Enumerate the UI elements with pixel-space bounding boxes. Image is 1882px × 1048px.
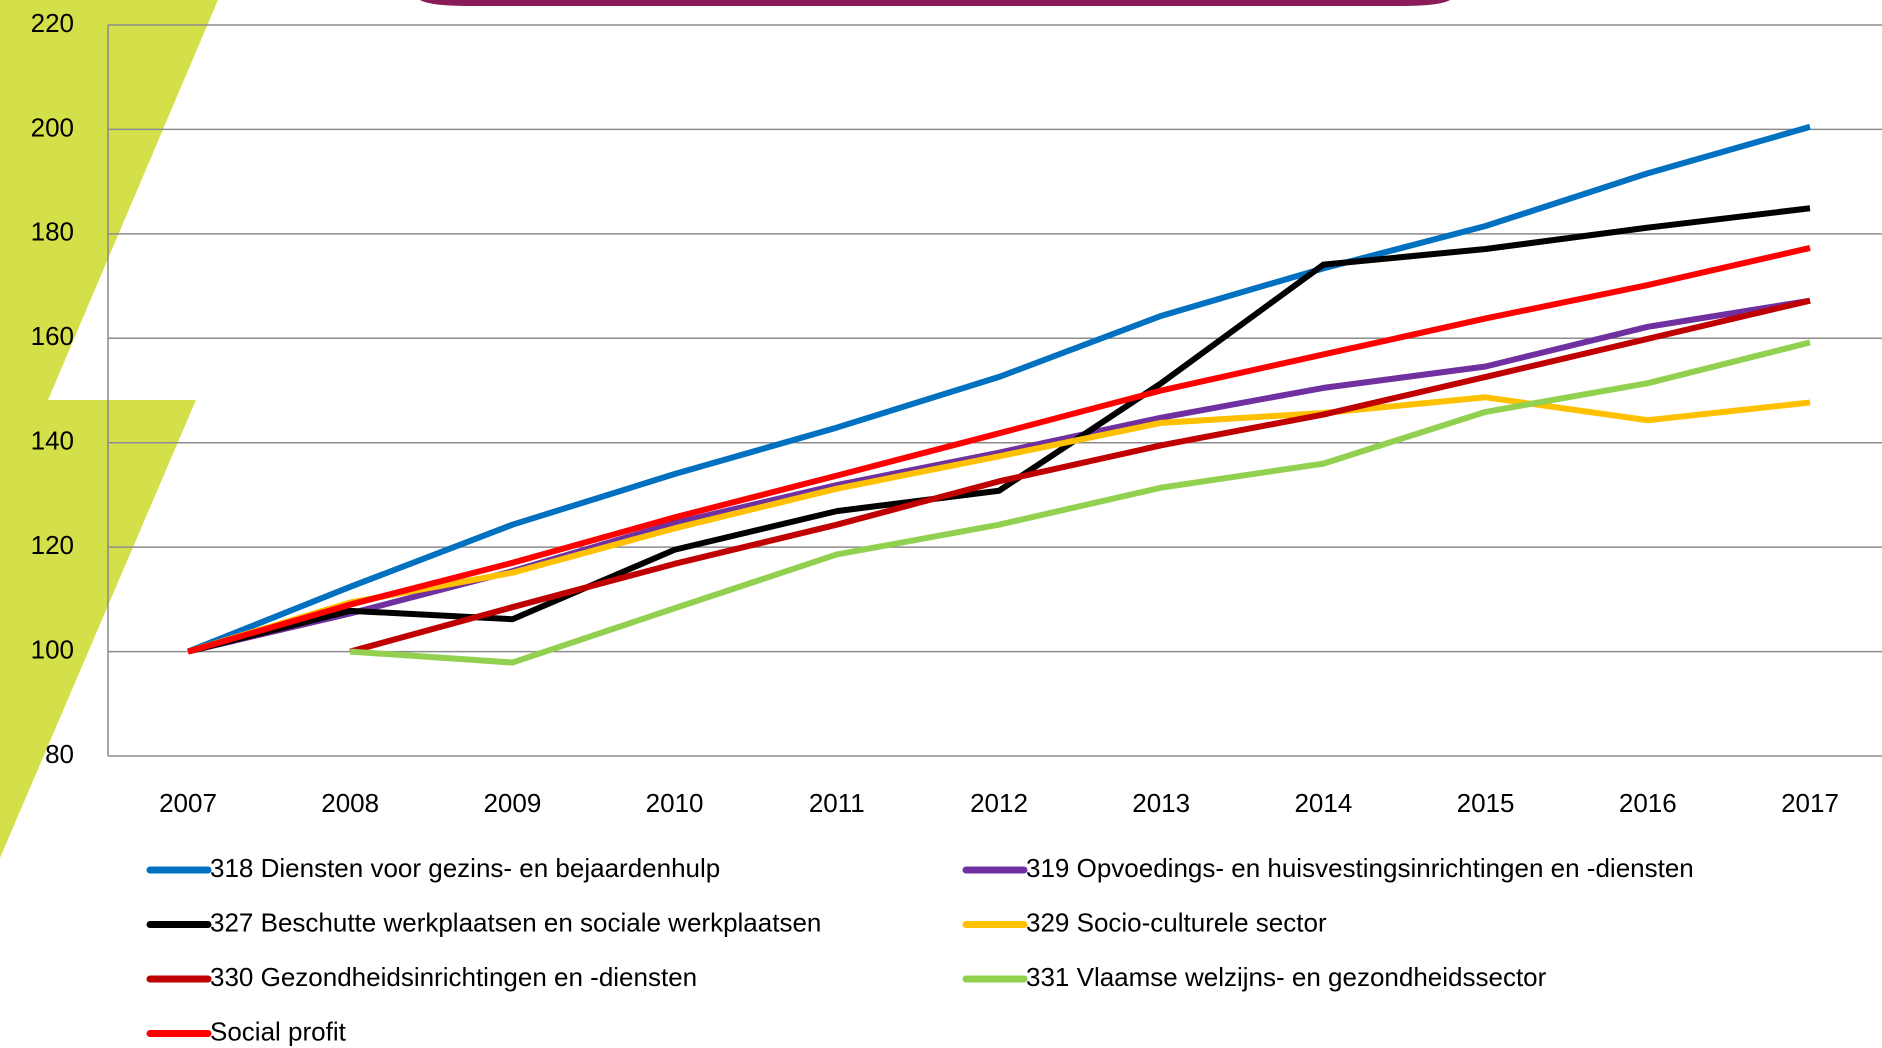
- x-tick-label: 2017: [1781, 788, 1839, 818]
- x-tick-label: 2015: [1457, 788, 1515, 818]
- x-tick-label: 2014: [1294, 788, 1352, 818]
- legend-label: 331 Vlaamse welzijns- en gezondheidssect…: [1026, 962, 1547, 992]
- legend-label: 319 Opvoedings- en huisvestingsinrichtin…: [1026, 853, 1694, 883]
- chart: 80 100 120 140 160 180 200 220 2007 2008 2009 2010 2…: [0, 0, 1882, 1048]
- y-tick-label: 100: [31, 634, 74, 664]
- legend-label: 327 Beschutte werkplaatsen en sociale we…: [210, 907, 821, 937]
- series-line: [188, 301, 1810, 652]
- y-tick-label: 160: [31, 321, 74, 351]
- x-tick-label: 2013: [1132, 788, 1190, 818]
- decor-banner: [420, 0, 1450, 6]
- x-tick-label: 2010: [646, 788, 704, 818]
- x-tick-label: 2011: [809, 788, 865, 818]
- series-line: [188, 127, 1810, 652]
- x-tick-label: 2007: [159, 788, 217, 818]
- y-tick-label: 80: [45, 739, 74, 769]
- x-tick-label: 2008: [321, 788, 379, 818]
- legend-label: Social profit: [210, 1016, 347, 1046]
- y-tick-label: 180: [31, 217, 74, 247]
- legend-label: 330 Gezondheidsinrichtingen en -diensten: [210, 962, 697, 992]
- y-tick-label: 120: [31, 530, 74, 560]
- y-tick-label: 200: [31, 112, 74, 142]
- series-line: [350, 342, 1810, 662]
- series-line: [350, 301, 1810, 652]
- y-tick-label: 140: [31, 426, 74, 456]
- legend-label: 329 Socio-culturele sector: [1026, 907, 1327, 937]
- x-tick-label: 2016: [1619, 788, 1677, 818]
- y-tick-label: 220: [31, 8, 74, 38]
- legend-label: 318 Diensten voor gezins- en bejaardenhu…: [210, 853, 720, 883]
- x-tick-label: 2012: [970, 788, 1028, 818]
- x-tick-label: 2009: [483, 788, 541, 818]
